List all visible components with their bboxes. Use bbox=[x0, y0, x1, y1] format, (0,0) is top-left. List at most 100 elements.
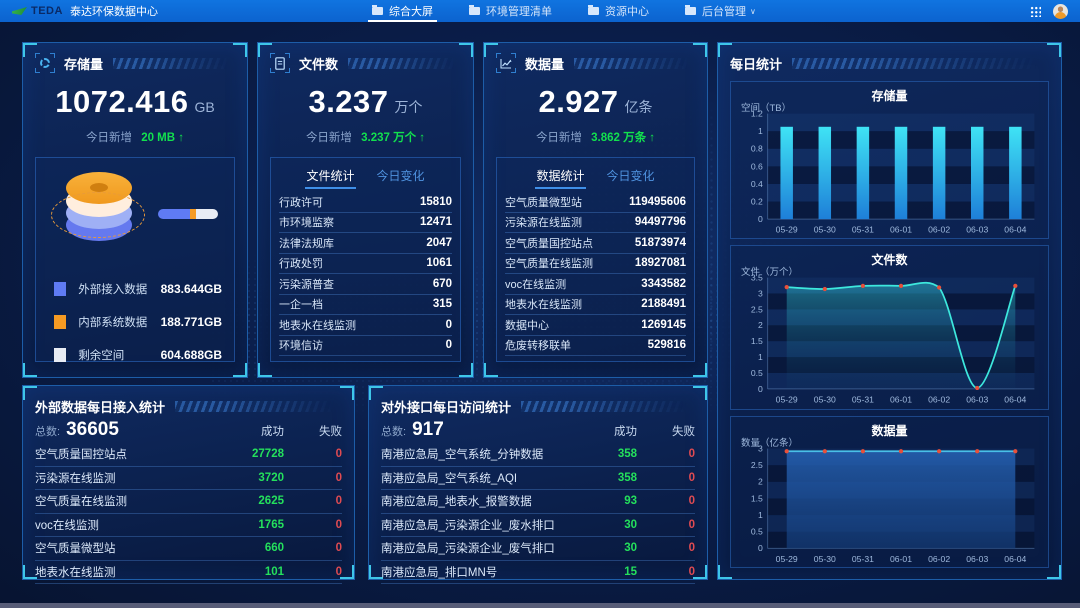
data-header: 数据量 bbox=[496, 51, 695, 75]
tab-0[interactable]: 数据统计 bbox=[535, 165, 586, 189]
chart-title: 文件数 bbox=[871, 253, 908, 268]
row-label: 南港应急局_排口MN号 bbox=[381, 566, 498, 579]
legend-value: 604.688GB bbox=[160, 347, 222, 362]
nav-item-2[interactable]: 资源中心 bbox=[588, 0, 649, 22]
total-value: 917 bbox=[412, 419, 444, 440]
data-value-line: 2.927 亿条 bbox=[496, 85, 695, 125]
daily-title: 每日统计 bbox=[730, 56, 783, 72]
svg-text:0.5: 0.5 bbox=[751, 368, 763, 378]
legend-swatch bbox=[54, 281, 67, 296]
data-value: 2.927 bbox=[538, 84, 619, 119]
legend-label: 外部接入数据 bbox=[78, 283, 148, 296]
table-row: 南港应急局_污染源企业_废水排口 30 0 bbox=[381, 514, 695, 537]
tab-1[interactable]: 今日变化 bbox=[376, 169, 425, 183]
row-label: 法律法规库 bbox=[279, 237, 334, 250]
table-row: 危废转移联单 529816 bbox=[505, 336, 686, 356]
svg-text:05-29: 05-29 bbox=[776, 553, 798, 563]
external-ingest-panel: 外部数据每日接入统计 总数: 36605 成功 失败 空气质量国控站点 27728… bbox=[22, 385, 355, 584]
files-value: 3.237 bbox=[308, 84, 389, 119]
title-banner bbox=[175, 400, 342, 412]
data-title: 数据量 bbox=[525, 56, 565, 72]
svg-text:06-02: 06-02 bbox=[928, 225, 950, 235]
table-row: 地表水在线监测 2188491 bbox=[505, 295, 686, 315]
nav-item-0[interactable]: 综合大屏 bbox=[368, 0, 438, 22]
storage-usage-bar bbox=[158, 209, 218, 219]
tab-1[interactable]: 今日变化 bbox=[606, 169, 655, 183]
delta-value: 3.862 万条 ↑ bbox=[591, 132, 656, 144]
row-label: voc在线监测 bbox=[35, 519, 99, 532]
daily-header: 每日统计 bbox=[730, 51, 1049, 75]
fail-value: 0 bbox=[335, 518, 342, 531]
storage-value-line: 1072.416 GB bbox=[35, 85, 235, 125]
table-row: 法律法规库 2047 bbox=[279, 233, 452, 254]
data-table: 空气质量微型站 119495606 污染源在线监测 94497796 空气质量国控站点 5… bbox=[505, 192, 686, 356]
svg-text:0: 0 bbox=[758, 384, 763, 394]
svg-text:05-31: 05-31 bbox=[852, 395, 874, 405]
fail-value: 0 bbox=[688, 565, 695, 578]
chart-y-unit: 数量（亿条） bbox=[741, 437, 799, 449]
nav-item-1[interactable]: 环境管理清单 bbox=[469, 0, 552, 22]
row-value: 3343582 bbox=[641, 277, 686, 290]
legend-item: 内部系统数据 188.771GB bbox=[54, 305, 222, 338]
total-value: 36605 bbox=[66, 419, 119, 440]
svg-text:1: 1 bbox=[758, 510, 763, 520]
bottom-strip bbox=[0, 603, 1080, 608]
data-daily-chart: 数据量 数量（亿条） 0 0.5 1 1.5 2 2.5 3 05-29 05-30 05-31 0… bbox=[730, 415, 1049, 569]
row-label: voc在线监测 bbox=[505, 278, 567, 291]
storage-unit: GB bbox=[194, 99, 215, 115]
user-avatar[interactable] bbox=[1053, 3, 1068, 19]
table-row: 空气质量在线监测 2625 0 bbox=[35, 490, 342, 514]
table-row: voc在线监测 1765 0 bbox=[35, 514, 342, 537]
row-label: 地表水在线监测 bbox=[35, 566, 116, 579]
delta-label: 今日新增 bbox=[85, 132, 132, 144]
row-label: 地表水在线监测 bbox=[505, 299, 582, 312]
svg-text:2: 2 bbox=[758, 321, 763, 331]
nav-item-label: 环境管理清单 bbox=[486, 6, 553, 18]
svg-text:06-01: 06-01 bbox=[890, 553, 912, 563]
row-label: 南港应急局_污染源企业_废气排口 bbox=[381, 543, 555, 556]
files-title: 文件数 bbox=[299, 56, 339, 72]
fail-value: 0 bbox=[335, 495, 342, 508]
files-daily-chart: 文件数 文件（万个） 0 0.5 1 1.5 2 2.5 3 3.5 05-29 05-30 05-… bbox=[730, 245, 1049, 410]
svg-text:05-30: 05-30 bbox=[814, 553, 836, 563]
files-tabs: 文件统计 今日变化 bbox=[279, 162, 452, 191]
fail-column-header: 失败 bbox=[672, 426, 695, 438]
svg-text:05-31: 05-31 bbox=[852, 225, 874, 235]
row-label: 一企一档 bbox=[279, 299, 323, 312]
legend-item: 外部接入数据 883.644GB bbox=[54, 272, 222, 305]
ext-title: 外部数据每日接入统计 bbox=[35, 399, 166, 415]
storage-value: 1072.416 bbox=[55, 84, 189, 119]
folder-icon bbox=[588, 5, 600, 15]
table-row: 空气质量国控站点 51873974 bbox=[505, 233, 686, 254]
svg-text:0.2: 0.2 bbox=[751, 196, 763, 206]
row-label: 南港应急局_污染源企业_废水排口 bbox=[381, 519, 555, 532]
svg-text:2: 2 bbox=[758, 476, 763, 486]
svg-text:06-03: 06-03 bbox=[966, 225, 988, 235]
total-label: 总数: bbox=[381, 426, 407, 438]
svg-text:06-01: 06-01 bbox=[890, 225, 912, 235]
row-label: 地表水在线监测 bbox=[279, 319, 356, 332]
svg-text:1.5: 1.5 bbox=[751, 493, 763, 503]
fail-column-header: 失败 bbox=[319, 426, 342, 438]
table-row: 行政许可 15810 bbox=[279, 192, 452, 213]
table-row: voc在线监测 3343582 bbox=[505, 274, 686, 295]
title-banner bbox=[348, 57, 461, 69]
fail-value: 0 bbox=[688, 448, 695, 461]
dashboard: 存储量 1072.416 GB 今日新增 20 MB ↑ 外部接入数据 883.64… bbox=[0, 22, 1080, 603]
row-label: 空气质量在线监测 bbox=[35, 496, 127, 509]
nav-item-3[interactable]: 后台管理 ∨ bbox=[685, 0, 756, 22]
storage-disk-icon bbox=[35, 53, 55, 73]
svg-text:1.5: 1.5 bbox=[751, 336, 763, 346]
files-delta: 今日新增 3.237 万个 ↑ bbox=[270, 129, 461, 145]
apps-grid-icon[interactable] bbox=[1030, 5, 1041, 17]
row-value: 670 bbox=[432, 277, 452, 290]
row-value: 12471 bbox=[420, 216, 452, 229]
delta-value: 3.237 万个 ↑ bbox=[361, 132, 426, 144]
brand[interactable]: TEDA 泰达环保数据中心 bbox=[12, 3, 158, 19]
svg-text:0.5: 0.5 bbox=[751, 526, 763, 536]
document-icon bbox=[270, 53, 290, 73]
tab-0[interactable]: 文件统计 bbox=[305, 165, 356, 189]
legend-swatch bbox=[54, 314, 67, 329]
table-row: 一企一档 315 bbox=[279, 295, 452, 315]
legend-label: 剩余空间 bbox=[78, 349, 125, 362]
